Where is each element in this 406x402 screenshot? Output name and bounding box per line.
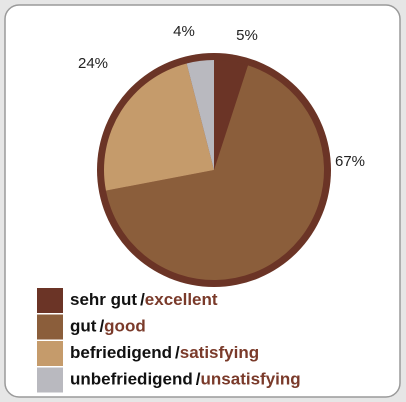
pie-slice bbox=[105, 65, 325, 280]
legend-de: gut bbox=[70, 317, 97, 336]
legend-swatch bbox=[37, 288, 63, 313]
value-label: 4% bbox=[173, 23, 195, 40]
legend-label: befriedigend/satisfying bbox=[70, 343, 259, 362]
pie-slice bbox=[104, 63, 214, 191]
legend-swatch bbox=[37, 367, 63, 393]
legend-separator: / bbox=[99, 317, 104, 336]
legend-separator: / bbox=[140, 290, 145, 309]
legend-swatch bbox=[37, 314, 63, 340]
legend-label: unbefriedigend/unsatisfying bbox=[70, 370, 301, 389]
pie-slice bbox=[186, 60, 214, 170]
legend-separator: / bbox=[175, 343, 180, 362]
legend-label: sehr gut/excellent bbox=[70, 290, 218, 309]
value-label: 67% bbox=[335, 153, 365, 170]
legend-en: good bbox=[104, 317, 146, 336]
legend-swatch bbox=[37, 341, 63, 366]
legend-de: befriedigend bbox=[70, 343, 172, 362]
legend-en: unsatisfying bbox=[201, 370, 301, 389]
pie-slice bbox=[214, 60, 248, 170]
legend-de: unbefriedigend bbox=[70, 370, 193, 389]
value-label: 24% bbox=[78, 55, 108, 72]
legend-de: sehr gut bbox=[70, 290, 137, 309]
legend-label: gut/good bbox=[70, 317, 146, 336]
legend-separator: / bbox=[196, 370, 201, 389]
legend-en: excellent bbox=[145, 290, 218, 309]
value-label: 5% bbox=[236, 27, 258, 44]
legend-en: satisfying bbox=[180, 343, 259, 362]
